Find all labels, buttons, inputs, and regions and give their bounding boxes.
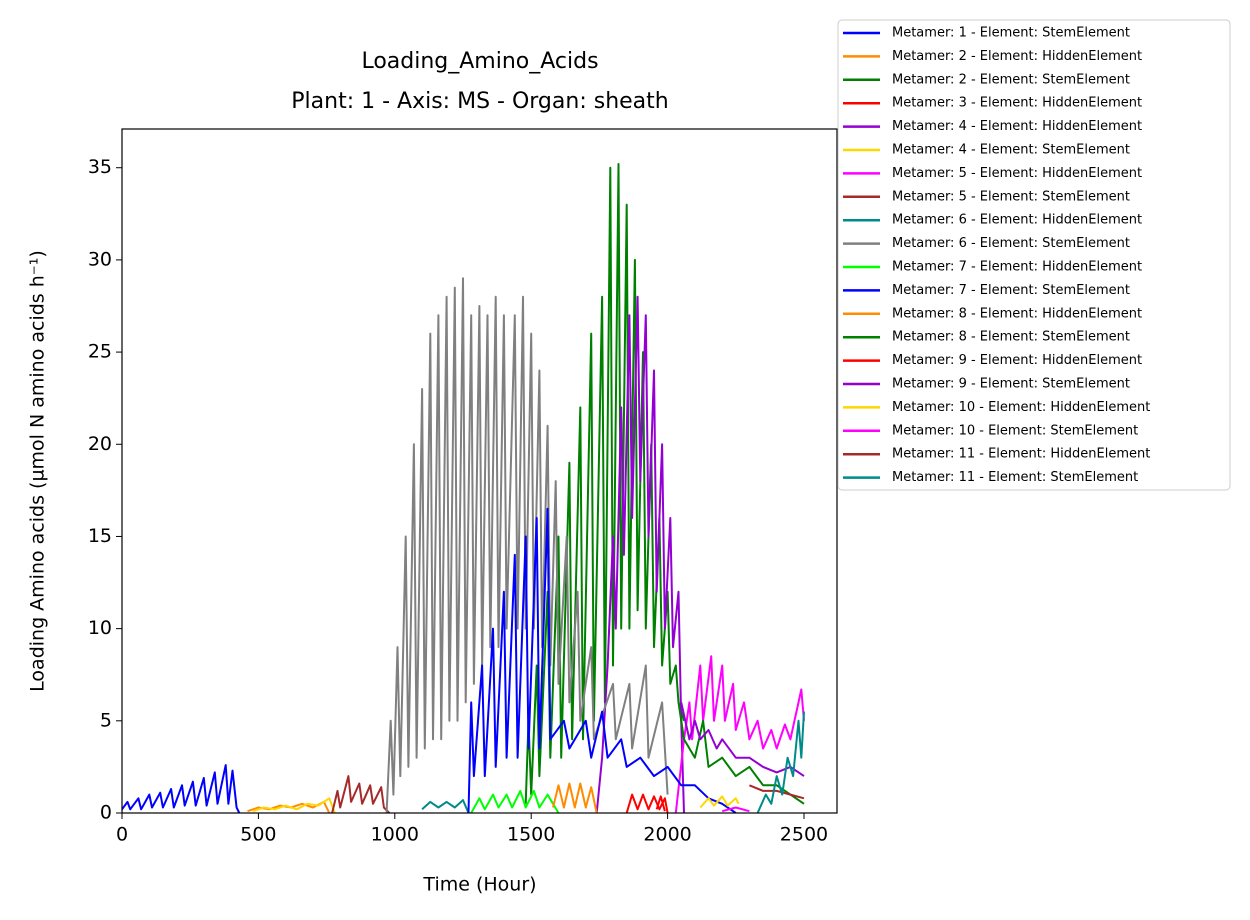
legend-label: Metamer: 9 - Element: HiddenElement xyxy=(892,353,1142,368)
y-tick-label: 0 xyxy=(100,802,112,824)
legend-label: Metamer: 11 - Element: StemElement xyxy=(892,470,1138,485)
legend-label: Metamer: 3 - Element: HiddenElement xyxy=(892,96,1142,111)
series-line xyxy=(470,789,560,813)
legend-label: Metamer: 7 - Element: HiddenElement xyxy=(892,260,1142,275)
chart-title: Loading_Amino_Acids xyxy=(361,49,598,74)
legend-label: Metamer: 9 - Element: StemElement xyxy=(892,377,1130,392)
y-tick-label: 15 xyxy=(88,525,112,547)
series-line xyxy=(552,782,598,813)
y-tick-label: 20 xyxy=(88,433,112,455)
x-axis-label: Time (Hour) xyxy=(422,874,536,896)
legend-label: Metamer: 4 - Element: HiddenElement xyxy=(892,119,1142,134)
y-tick-label: 25 xyxy=(88,341,112,363)
plot-frame xyxy=(121,128,838,814)
series-line xyxy=(122,764,241,813)
legend-label: Metamer: 8 - Element: StemElement xyxy=(892,330,1130,345)
x-tick-label: 1000 xyxy=(371,824,419,846)
plot-lines xyxy=(122,163,805,813)
y-axis-label: Loading Amino acids (µmol N amino acids … xyxy=(27,250,49,692)
legend-label: Metamer: 5 - Element: StemElement xyxy=(892,189,1130,204)
x-tick-label: 2500 xyxy=(780,824,828,846)
series-line xyxy=(467,507,737,813)
series-line xyxy=(756,711,805,813)
legend-box xyxy=(837,19,1231,491)
legend-label: Metamer: 2 - Element: HiddenElement xyxy=(892,49,1142,64)
legend-label: Metamer: 2 - Element: StemElement xyxy=(892,72,1130,87)
chart-subtitle: Plant: 1 - Axis: MS - Organ: sheath xyxy=(291,89,668,114)
legend-label: Metamer: 7 - Element: StemElement xyxy=(892,283,1130,298)
series-line xyxy=(721,806,750,813)
series-line xyxy=(252,797,336,813)
legend-label: Metamer: 1 - Element: StemElement xyxy=(892,26,1130,41)
legend-label: Metamer: 8 - Element: HiddenElement xyxy=(892,306,1142,321)
legend-label: Metamer: 4 - Element: StemElement xyxy=(892,143,1130,158)
series-line xyxy=(331,775,391,813)
x-tick-label: 2000 xyxy=(643,824,691,846)
series-line xyxy=(674,655,805,813)
y-tick-label: 5 xyxy=(100,709,112,731)
series-line xyxy=(421,799,470,813)
legend-label: Metamer: 11 - Element: HiddenElement xyxy=(892,447,1150,462)
legend-label: Metamer: 6 - Element: StemElement xyxy=(892,236,1130,251)
x-tick-label: 0 xyxy=(116,824,128,846)
series-line xyxy=(749,784,805,800)
y-tick-label: 30 xyxy=(88,248,112,270)
series-line xyxy=(680,702,805,777)
legend-label: Metamer: 10 - Element: StemElement xyxy=(892,423,1138,438)
x-tick-label: 500 xyxy=(240,824,276,846)
legend-label: Metamer: 10 - Element: HiddenElement xyxy=(892,400,1150,415)
series-line xyxy=(385,277,669,813)
series-line xyxy=(595,295,685,813)
series-line xyxy=(699,795,740,809)
series-line xyxy=(655,795,666,812)
y-tick-label: 10 xyxy=(88,617,112,639)
y-tick-label: 35 xyxy=(88,156,112,178)
x-tick-label: 1500 xyxy=(507,824,555,846)
legend-label: Metamer: 5 - Element: HiddenElement xyxy=(892,166,1142,181)
legend-label: Metamer: 6 - Element: HiddenElement xyxy=(892,213,1142,228)
